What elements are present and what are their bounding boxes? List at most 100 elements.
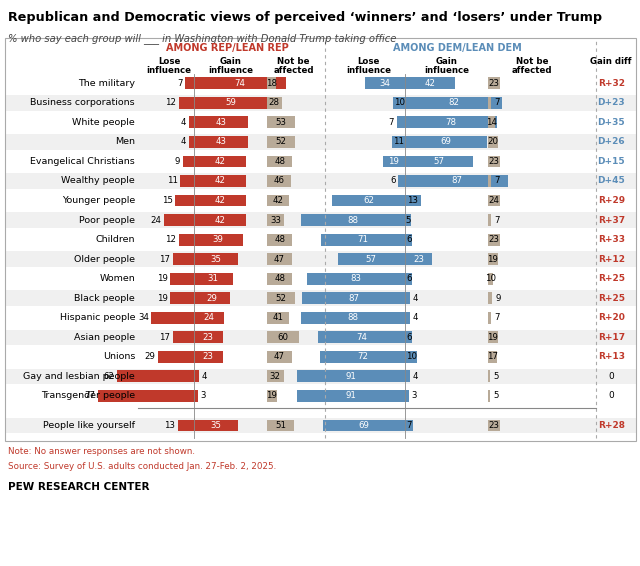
Text: Transgender people: Transgender people xyxy=(41,391,135,400)
Text: Hispanic people: Hispanic people xyxy=(60,313,135,322)
Text: 7: 7 xyxy=(494,313,499,322)
Text: Poor people: Poor people xyxy=(79,216,135,225)
Text: 62: 62 xyxy=(103,372,114,381)
Text: 0: 0 xyxy=(609,391,614,400)
Text: Lose
influence: Lose influence xyxy=(147,57,191,75)
Text: 52: 52 xyxy=(275,138,286,147)
Text: 5: 5 xyxy=(405,216,411,225)
Text: 74: 74 xyxy=(235,79,246,88)
Text: 19: 19 xyxy=(388,157,399,166)
Text: 42: 42 xyxy=(214,157,226,166)
Text: White people: White people xyxy=(72,118,135,127)
Text: 4: 4 xyxy=(412,313,418,322)
Text: 74: 74 xyxy=(356,333,367,342)
Text: 23: 23 xyxy=(488,421,499,430)
Text: 72: 72 xyxy=(357,352,368,361)
Text: 23: 23 xyxy=(203,333,214,342)
Text: 24: 24 xyxy=(488,196,500,205)
Text: Unions: Unions xyxy=(102,352,135,361)
Text: R+32: R+32 xyxy=(598,79,625,88)
Text: PEW RESEARCH CENTER: PEW RESEARCH CENTER xyxy=(8,482,149,492)
Text: 4: 4 xyxy=(181,138,186,147)
Text: 52: 52 xyxy=(275,294,286,303)
Text: 12: 12 xyxy=(165,98,177,108)
Text: 88: 88 xyxy=(348,313,358,322)
Text: 19: 19 xyxy=(487,255,498,264)
Text: 19: 19 xyxy=(266,391,277,400)
Text: 48: 48 xyxy=(274,274,285,283)
Text: Lose
influence: Lose influence xyxy=(346,57,391,75)
Text: R+29: R+29 xyxy=(598,196,625,205)
Text: 23: 23 xyxy=(488,79,499,88)
Text: Not be
affected: Not be affected xyxy=(511,57,552,75)
Text: 60: 60 xyxy=(277,333,288,342)
Text: AMONG REP/LEAN REP: AMONG REP/LEAN REP xyxy=(166,42,289,53)
Text: 62: 62 xyxy=(363,196,374,205)
Text: 10: 10 xyxy=(485,274,496,283)
Text: 4: 4 xyxy=(202,372,207,381)
Text: % who say each group will ___ in Washington with Donald Trump taking office: % who say each group will ___ in Washing… xyxy=(8,33,396,44)
Text: 47: 47 xyxy=(274,255,285,264)
Text: Wealthy people: Wealthy people xyxy=(61,177,135,186)
Text: 83: 83 xyxy=(351,274,362,283)
Text: 57: 57 xyxy=(366,255,377,264)
Text: Older people: Older people xyxy=(74,255,135,264)
Text: R+25: R+25 xyxy=(598,294,625,303)
Text: Evangelical Christians: Evangelical Christians xyxy=(30,157,135,166)
Text: Younger people: Younger people xyxy=(62,196,135,205)
Text: 23: 23 xyxy=(488,157,499,166)
Text: Women: Women xyxy=(99,274,135,283)
Text: 33: 33 xyxy=(270,216,281,225)
Text: 20: 20 xyxy=(488,138,499,147)
Text: 47: 47 xyxy=(274,352,285,361)
Text: D+23: D+23 xyxy=(597,98,625,108)
Text: 7: 7 xyxy=(494,177,499,186)
Text: 31: 31 xyxy=(208,274,219,283)
Text: 29: 29 xyxy=(207,294,218,303)
Text: 9: 9 xyxy=(495,294,500,303)
Text: 11: 11 xyxy=(166,177,178,186)
Text: 6: 6 xyxy=(406,235,412,244)
Text: 17: 17 xyxy=(486,352,498,361)
Text: 87: 87 xyxy=(348,294,359,303)
Text: D+15: D+15 xyxy=(597,157,625,166)
Text: 23: 23 xyxy=(413,255,424,264)
Text: 13: 13 xyxy=(407,196,419,205)
Text: 7: 7 xyxy=(406,421,412,430)
Text: R+20: R+20 xyxy=(598,313,625,322)
Text: R+13: R+13 xyxy=(598,352,625,361)
Text: 91: 91 xyxy=(346,391,356,400)
Text: 10: 10 xyxy=(394,98,404,108)
Text: 6: 6 xyxy=(406,274,412,283)
Text: 5: 5 xyxy=(493,372,499,381)
Text: 59: 59 xyxy=(225,98,236,108)
Text: 48: 48 xyxy=(274,235,285,244)
Text: D+35: D+35 xyxy=(597,118,625,127)
Text: 77: 77 xyxy=(84,391,95,400)
Text: 39: 39 xyxy=(213,235,224,244)
Text: 7: 7 xyxy=(388,118,394,127)
Text: 12: 12 xyxy=(165,235,177,244)
Text: AMONG DEM/LEAN DEM: AMONG DEM/LEAN DEM xyxy=(393,42,522,53)
Text: 32: 32 xyxy=(270,372,281,381)
Text: 78: 78 xyxy=(446,118,457,127)
Text: 5: 5 xyxy=(493,391,499,400)
Text: Source: Survey of U.S. adults conducted Jan. 27-Feb. 2, 2025.: Source: Survey of U.S. adults conducted … xyxy=(8,462,276,471)
Text: 53: 53 xyxy=(275,118,287,127)
Text: Note: No answer responses are not shown.: Note: No answer responses are not shown. xyxy=(8,447,195,456)
Text: 42: 42 xyxy=(214,216,226,225)
Text: Gain
influence: Gain influence xyxy=(424,57,469,75)
Text: 71: 71 xyxy=(358,235,369,244)
Text: 0: 0 xyxy=(609,372,614,381)
Text: R+17: R+17 xyxy=(598,333,625,342)
Text: 46: 46 xyxy=(273,177,285,186)
Text: 23: 23 xyxy=(203,352,214,361)
Text: 57: 57 xyxy=(433,157,444,166)
Text: Not be
affected: Not be affected xyxy=(273,57,314,75)
Text: 43: 43 xyxy=(215,138,227,147)
Text: 7: 7 xyxy=(494,216,499,225)
Text: 18: 18 xyxy=(266,79,277,88)
Text: Gain
influence: Gain influence xyxy=(208,57,253,75)
Text: 3: 3 xyxy=(200,391,205,400)
Text: 23: 23 xyxy=(488,235,499,244)
